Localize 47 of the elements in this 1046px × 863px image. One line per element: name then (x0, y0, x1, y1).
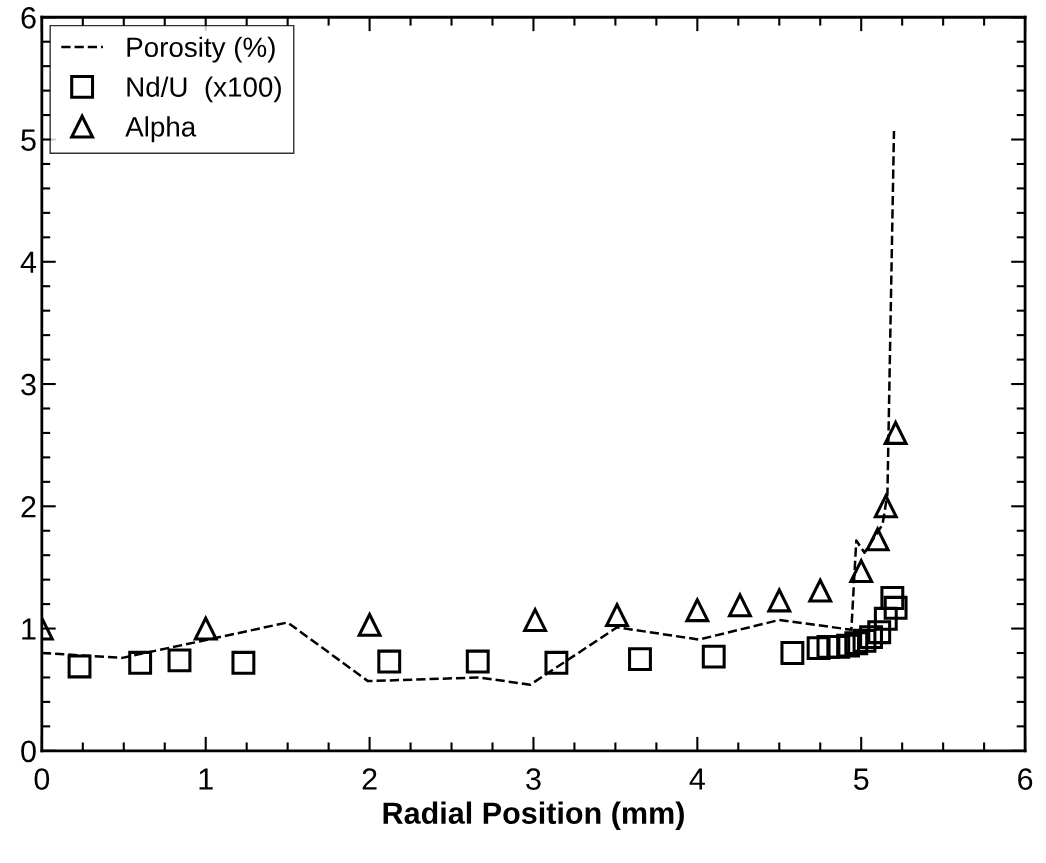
point (544, 650, 569, 675)
point (167, 648, 192, 673)
point (628, 647, 652, 672)
y-tick-label: 2 (21, 496, 36, 518)
point (867, 620, 892, 645)
point (727, 593, 752, 618)
y-tick-label: 1 (22, 618, 36, 640)
x-axis-title: Radial Position (mm) (383, 801, 684, 830)
point (701, 644, 726, 669)
point (685, 598, 710, 623)
point (859, 625, 883, 650)
point (465, 649, 490, 674)
point (873, 494, 898, 519)
legend-label: Nd/U (x100) (127, 76, 281, 103)
point (883, 595, 908, 620)
point (865, 527, 890, 552)
point (357, 612, 382, 637)
y-tick-label: 0 (21, 740, 36, 763)
x-tick-label: 6 (1018, 768, 1033, 790)
legend-label: Porosity (%) (127, 36, 275, 63)
x-tick-label: 1 (199, 768, 213, 790)
y-tick-label: 6 (21, 7, 36, 29)
point (873, 606, 898, 631)
point (883, 420, 908, 445)
point (231, 650, 256, 675)
point (67, 654, 92, 679)
point (807, 576, 833, 603)
y-tick-label: 3 (21, 373, 36, 396)
point (852, 628, 877, 653)
point (377, 649, 402, 674)
point (605, 603, 629, 628)
point (523, 608, 548, 632)
point (880, 586, 905, 610)
x-tick-label: 2 (362, 768, 377, 790)
y-tick-label: 5 (21, 129, 36, 151)
x-tick-label: 3 (526, 768, 541, 790)
point (780, 641, 805, 665)
point (192, 614, 219, 641)
point (844, 631, 869, 656)
y-tick-label: 4 (20, 251, 37, 273)
legend-label: Alpha (125, 116, 197, 143)
x-tick-label: 5 (853, 768, 869, 790)
x-tick-label: 4 (689, 768, 705, 790)
point (128, 650, 153, 675)
point (806, 636, 831, 661)
point (849, 559, 874, 584)
point (767, 588, 792, 613)
